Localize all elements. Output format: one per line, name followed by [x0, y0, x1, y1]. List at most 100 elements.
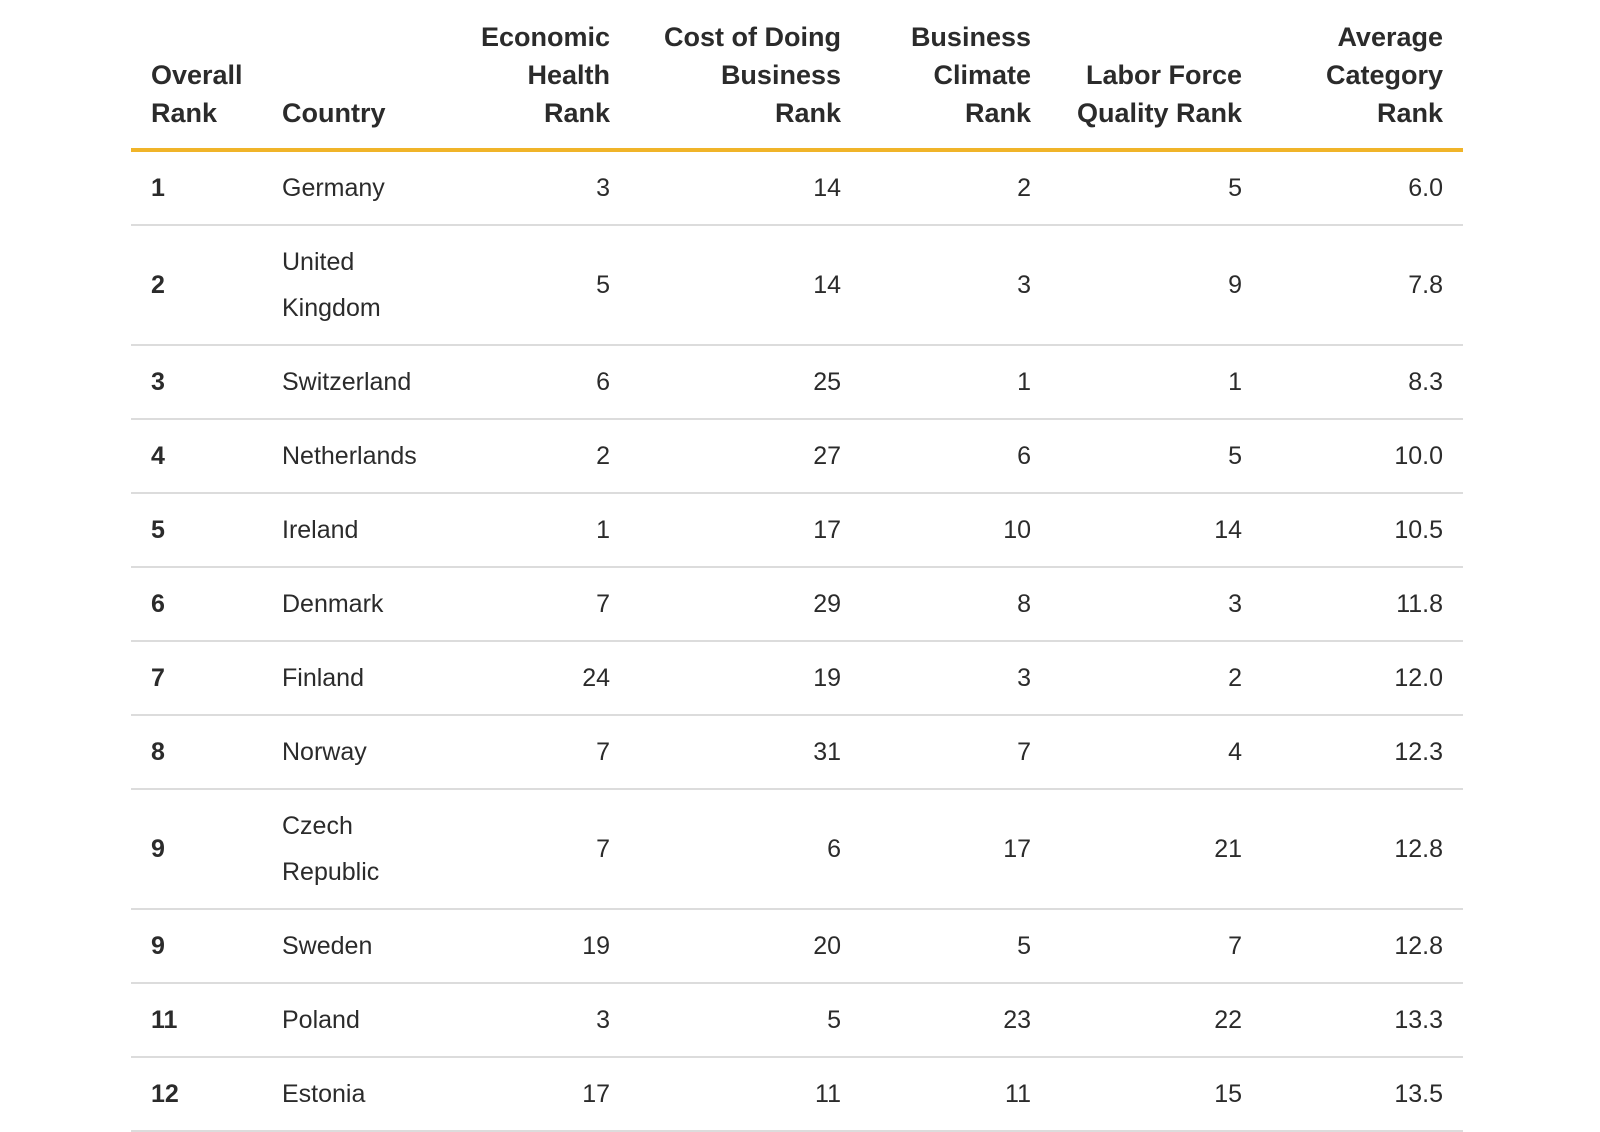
cell-average-category-rank: 10.5 — [1262, 493, 1463, 568]
cell-labor-force-quality-rank: 15 — [1051, 1057, 1262, 1132]
cell-business-climate-rank: 3 — [861, 225, 1051, 346]
cell-economic-health-rank: 1 — [440, 493, 630, 568]
table-row: 4 Netherlands 2 27 6 5 10.0 — [131, 419, 1463, 494]
cell-average-category-rank: 12.0 — [1262, 641, 1463, 716]
cell-country: Sweden — [262, 909, 440, 984]
cell-labor-force-quality-rank: 2 — [1051, 641, 1262, 716]
cell-average-category-rank: 12.3 — [1262, 715, 1463, 790]
cell-country: Switzerland — [262, 345, 440, 420]
cell-cost-of-doing-business-rank: 29 — [630, 567, 861, 642]
table-header: Overall Rank Country Economic Health Ran… — [131, 0, 1463, 152]
cell-country: United Kingdom — [262, 225, 440, 346]
cell-country: Czech Republic — [262, 789, 440, 910]
cell-economic-health-rank: 7 — [440, 789, 630, 910]
cell-labor-force-quality-rank: 5 — [1051, 150, 1262, 226]
table-row: 9 Czech Republic 7 6 17 21 12.8 — [131, 789, 1463, 910]
cell-overall-rank: 1 — [131, 150, 262, 226]
cell-average-category-rank: 12.8 — [1262, 789, 1463, 910]
cell-economic-health-rank: 5 — [440, 225, 630, 346]
cell-business-climate-rank: 8 — [861, 567, 1051, 642]
cell-labor-force-quality-rank: 3 — [1051, 567, 1262, 642]
cell-economic-health-rank: 24 — [440, 641, 630, 716]
rankings-table: Overall Rank Country Economic Health Ran… — [131, 0, 1463, 1132]
cell-overall-rank: 11 — [131, 983, 262, 1058]
cell-economic-health-rank: 19 — [440, 909, 630, 984]
cell-labor-force-quality-rank: 21 — [1051, 789, 1262, 910]
cell-overall-rank: 8 — [131, 715, 262, 790]
table-row: 3 Switzerland 6 25 1 1 8.3 — [131, 345, 1463, 420]
cell-cost-of-doing-business-rank: 6 — [630, 789, 861, 910]
cell-overall-rank: 9 — [131, 789, 262, 910]
cell-cost-of-doing-business-rank: 5 — [630, 983, 861, 1058]
header-labor-force-quality-rank: Labor Force Quality Rank — [1051, 0, 1262, 152]
cell-business-climate-rank: 6 — [861, 419, 1051, 494]
table-row: 11 Poland 3 5 23 22 13.3 — [131, 983, 1463, 1058]
cell-business-climate-rank: 11 — [861, 1057, 1051, 1132]
cell-overall-rank: 7 — [131, 641, 262, 716]
header-average-category-rank: Average Category Rank — [1262, 0, 1463, 152]
header-business-climate-rank: Business Climate Rank — [861, 0, 1051, 152]
cell-cost-of-doing-business-rank: 14 — [630, 225, 861, 346]
cell-overall-rank: 12 — [131, 1057, 262, 1132]
cell-economic-health-rank: 3 — [440, 983, 630, 1058]
cell-labor-force-quality-rank: 4 — [1051, 715, 1262, 790]
cell-labor-force-quality-rank: 7 — [1051, 909, 1262, 984]
cell-country: Netherlands — [262, 419, 440, 494]
cell-country: Finland — [262, 641, 440, 716]
cell-labor-force-quality-rank: 14 — [1051, 493, 1262, 568]
cell-average-category-rank: 7.8 — [1262, 225, 1463, 346]
cell-average-category-rank: 6.0 — [1262, 150, 1463, 226]
cell-business-climate-rank: 7 — [861, 715, 1051, 790]
cell-country: Norway — [262, 715, 440, 790]
rankings-table-container: Overall Rank Country Economic Health Ran… — [131, 0, 1463, 1132]
cell-average-category-rank: 13.5 — [1262, 1057, 1463, 1132]
table-body: 1 Germany 3 14 2 5 6.0 2 United Kingdom 5 14 3 9 7.8 3… — [131, 150, 1463, 1132]
header-row: Overall Rank Country Economic Health Ran… — [131, 0, 1463, 152]
cell-business-climate-rank: 10 — [861, 493, 1051, 568]
header-country: Country — [262, 0, 440, 152]
cell-business-climate-rank: 3 — [861, 641, 1051, 716]
cell-labor-force-quality-rank: 9 — [1051, 225, 1262, 346]
cell-labor-force-quality-rank: 5 — [1051, 419, 1262, 494]
cell-economic-health-rank: 6 — [440, 345, 630, 420]
cell-overall-rank: 4 — [131, 419, 262, 494]
cell-average-category-rank: 11.8 — [1262, 567, 1463, 642]
table-row: 12 Estonia 17 11 11 15 13.5 — [131, 1057, 1463, 1132]
cell-country: Poland — [262, 983, 440, 1058]
cell-overall-rank: 3 — [131, 345, 262, 420]
cell-overall-rank: 6 — [131, 567, 262, 642]
cell-cost-of-doing-business-rank: 20 — [630, 909, 861, 984]
cell-cost-of-doing-business-rank: 19 — [630, 641, 861, 716]
cell-cost-of-doing-business-rank: 25 — [630, 345, 861, 420]
cell-cost-of-doing-business-rank: 27 — [630, 419, 861, 494]
cell-average-category-rank: 8.3 — [1262, 345, 1463, 420]
cell-overall-rank: 9 — [131, 909, 262, 984]
cell-economic-health-rank: 3 — [440, 150, 630, 226]
cell-average-category-rank: 13.3 — [1262, 983, 1463, 1058]
cell-economic-health-rank: 7 — [440, 567, 630, 642]
table-row: 9 Sweden 19 20 5 7 12.8 — [131, 909, 1463, 984]
cell-cost-of-doing-business-rank: 11 — [630, 1057, 861, 1132]
header-cost-of-doing-business-rank: Cost of Doing Business Rank — [630, 0, 861, 152]
cell-country: Ireland — [262, 493, 440, 568]
cell-cost-of-doing-business-rank: 17 — [630, 493, 861, 568]
table-row: 1 Germany 3 14 2 5 6.0 — [131, 150, 1463, 226]
cell-labor-force-quality-rank: 22 — [1051, 983, 1262, 1058]
cell-economic-health-rank: 7 — [440, 715, 630, 790]
cell-business-climate-rank: 2 — [861, 150, 1051, 226]
table-row: 2 United Kingdom 5 14 3 9 7.8 — [131, 225, 1463, 346]
cell-overall-rank: 2 — [131, 225, 262, 346]
table-row: 7 Finland 24 19 3 2 12.0 — [131, 641, 1463, 716]
cell-business-climate-rank: 23 — [861, 983, 1051, 1058]
cell-business-climate-rank: 1 — [861, 345, 1051, 420]
cell-economic-health-rank: 17 — [440, 1057, 630, 1132]
header-economic-health-rank: Economic Health Rank — [440, 0, 630, 152]
table-row: 5 Ireland 1 17 10 14 10.5 — [131, 493, 1463, 568]
cell-economic-health-rank: 2 — [440, 419, 630, 494]
cell-overall-rank: 5 — [131, 493, 262, 568]
cell-labor-force-quality-rank: 1 — [1051, 345, 1262, 420]
cell-cost-of-doing-business-rank: 14 — [630, 150, 861, 226]
cell-country: Denmark — [262, 567, 440, 642]
cell-average-category-rank: 10.0 — [1262, 419, 1463, 494]
cell-business-climate-rank: 5 — [861, 909, 1051, 984]
